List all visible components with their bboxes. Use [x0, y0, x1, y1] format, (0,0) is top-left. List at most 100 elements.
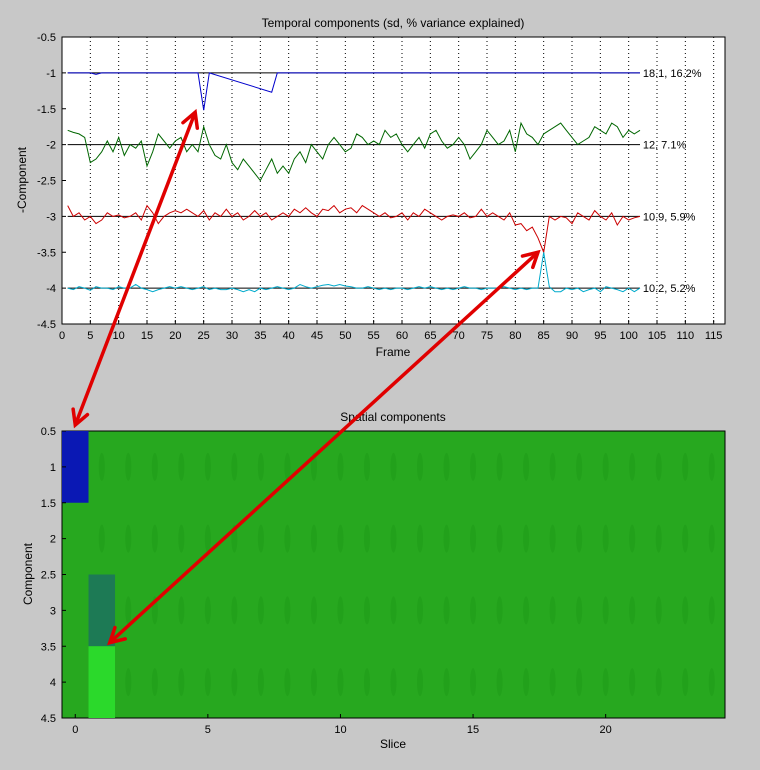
slice-streak [655, 596, 662, 625]
x-tick-label: 65 [424, 330, 436, 342]
slice-streak [204, 452, 211, 481]
x-tick-label: 0 [72, 724, 78, 736]
slice-streak [629, 452, 636, 481]
slice-streak [496, 596, 503, 625]
slice-streak [417, 452, 424, 481]
slice-streak [151, 668, 158, 697]
y-tick-label: -3.5 [37, 247, 56, 259]
y-tick-label: 4 [50, 677, 56, 689]
slice-streak [655, 668, 662, 697]
slice-streak [443, 596, 450, 625]
slice-streak [417, 524, 424, 553]
slice-streak [443, 524, 450, 553]
series-line-3 [67, 204, 641, 255]
arrow-head [71, 407, 90, 429]
slice-streak [417, 668, 424, 697]
slice-streak [523, 452, 530, 481]
slice-streak [390, 668, 397, 697]
slice-streak [257, 524, 264, 553]
y-tick-label: -2.5 [37, 176, 56, 188]
slice-streak [98, 452, 105, 481]
slice-streak [549, 596, 556, 625]
slice-streak [231, 596, 238, 625]
x-tick-label: 85 [538, 330, 550, 342]
x-tick-label: 25 [198, 330, 210, 342]
y-tick-label: 3.5 [41, 641, 56, 653]
highlight-block-c3 [88, 574, 116, 647]
slice-streak [125, 668, 132, 697]
x-tick-label: 10 [113, 330, 125, 342]
temporal-x-ticks: 0 5 10 15 20 25 30 35 40 45 50 55 60 65 70 75 80 85 90 95 10… [59, 320, 722, 342]
y-tick-label: 1 [50, 462, 56, 474]
y-tick-label: -3 [46, 211, 56, 223]
spatial-ylabel: Component [21, 542, 35, 605]
slice-streak [178, 524, 185, 553]
temporal-xlabel: Frame [376, 345, 411, 359]
series-label-2: 12, 7.1% [643, 140, 687, 152]
slice-streak [682, 452, 689, 481]
slice-streak [390, 524, 397, 553]
series-line-1 [67, 72, 640, 111]
temporal-series [67, 72, 641, 293]
slice-streak [496, 524, 503, 553]
slice-streak [284, 524, 291, 553]
slice-streak [549, 452, 556, 481]
slice-streak [257, 452, 264, 481]
slice-streak [257, 668, 264, 697]
spatial-title: Spatial components [340, 410, 445, 424]
y-tick-label: 0.5 [41, 426, 56, 438]
x-tick-label: 75 [481, 330, 493, 342]
x-tick-label: 90 [566, 330, 578, 342]
x-tick-label: 30 [226, 330, 238, 342]
y-tick-label: 1.5 [41, 498, 56, 510]
slice-streak [682, 524, 689, 553]
slice-streak [443, 668, 450, 697]
arrow-shaft [108, 250, 540, 644]
slice-streak [204, 596, 211, 625]
slice-streak [708, 668, 715, 697]
slice-streak [708, 452, 715, 481]
slice-streak [284, 452, 291, 481]
slice-streak [204, 668, 211, 697]
arrow-head [107, 625, 128, 646]
x-tick-label: 50 [339, 330, 351, 342]
slice-streak [284, 596, 291, 625]
series-line-2 [67, 121, 641, 182]
slice-streak [602, 596, 609, 625]
arrow-component-1 [71, 108, 200, 429]
spatial-y-ticks: 0.5 1 1.5 2 2.5 3 3.5 4 4.5 [41, 426, 66, 725]
slice-streak [178, 596, 185, 625]
annotation-arrows [71, 108, 541, 646]
slice-streak [310, 524, 317, 553]
x-tick-label: 0 [59, 330, 65, 342]
temporal-plot-area [61, 36, 726, 325]
slice-streak [470, 524, 477, 553]
y-tick-label: 3 [50, 605, 56, 617]
temporal-panel: 0 5 10 15 20 25 30 35 40 45 50 55 60 65 70 75 80 85 90 95 10… [15, 16, 726, 359]
slice-streak [629, 668, 636, 697]
slice-streak [284, 668, 291, 697]
slice-streak [363, 668, 370, 697]
x-tick-label: 105 [648, 330, 666, 342]
x-tick-label: 60 [396, 330, 408, 342]
slice-streak [310, 668, 317, 697]
temporal-ylabel: -Component [15, 146, 29, 213]
slice-streak [231, 668, 238, 697]
slice-streak [682, 596, 689, 625]
temporal-series-labels: 18.1, 16.2% 12, 7.1% 10.9, 5.9% 10.2, 5.2% [643, 68, 702, 295]
slice-streak [363, 596, 370, 625]
slice-streak [602, 524, 609, 553]
slice-streak [363, 524, 370, 553]
slice-streak [496, 668, 503, 697]
slice-streak [417, 596, 424, 625]
slice-streak [178, 668, 185, 697]
arrow-head [520, 249, 541, 270]
x-tick-label: 70 [453, 330, 465, 342]
slice-streak [390, 596, 397, 625]
y-tick-label: 2.5 [41, 570, 56, 582]
x-tick-label: 110 [677, 330, 695, 342]
slice-streak [523, 524, 530, 553]
spatial-x-ticks: 0 5 10 15 20 [72, 714, 612, 736]
slice-streak [523, 596, 530, 625]
